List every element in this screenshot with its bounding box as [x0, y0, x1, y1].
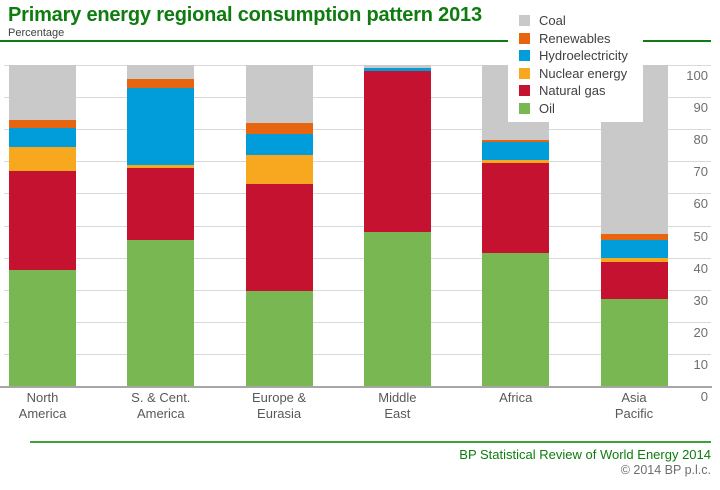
legend-swatch-oil: [519, 102, 530, 114]
y-axis-tick-label: 10: [693, 356, 708, 372]
bar-segment-coal: [9, 65, 76, 120]
bar-segment-oil: [600, 299, 668, 386]
bar-segment-oil: [9, 270, 76, 386]
x-axis-label-africa: Africa: [499, 390, 533, 405]
x-axis-label-north-america: North America: [18, 390, 67, 421]
gridline: [4, 129, 711, 131]
bar-segment-hydroelectricity: [9, 127, 76, 147]
bar-segment-hydroelectricity: [245, 134, 313, 155]
bar-segment-coal: [127, 65, 195, 80]
gridline: [4, 161, 711, 163]
bar-segment-coal: [363, 65, 431, 69]
bar-segment-natural-gas: [9, 170, 76, 271]
bar-segment-hydroelectricity: [482, 142, 550, 160]
x-axis-baseline: [0, 386, 712, 388]
footer-divider: [30, 441, 711, 443]
legend-swatch-nuclear-energy: [519, 67, 530, 79]
bar-segment-natural-gas: [127, 167, 195, 240]
x-axis-label-europe-eurasia: Europe & Eurasia: [251, 390, 307, 421]
bar-segment-natural-gas: [245, 183, 313, 292]
y-axis-tick-label: 40: [693, 260, 708, 276]
y-axis-tick-label: 100: [686, 68, 708, 83]
gridline: [4, 257, 711, 259]
bar-segment-hydroelectricity: [363, 68, 431, 72]
bar-segment-renewables: [245, 122, 313, 134]
bar-segment-renewables: [482, 140, 550, 143]
bar-segment-nuclear-energy: [482, 159, 550, 163]
legend-label-natural-gas: Natural gas: [539, 83, 606, 99]
bar-segment-oil: [363, 231, 431, 386]
legend-item-renewables: Renewables: [519, 30, 643, 48]
bar-segment-oil: [245, 291, 313, 386]
y-axis-tick-label: 30: [693, 292, 708, 308]
gridline: [4, 65, 711, 66]
bar-segment-natural-gas: [363, 71, 431, 232]
x-axis-label-asia-pacific: Asia Pacific: [614, 390, 654, 421]
y-axis-tick-label: 80: [693, 132, 708, 148]
y-axis-tick-label: 20: [693, 324, 708, 340]
legend-item-coal: Coal: [519, 12, 643, 30]
copyright-text: © 2014 BP p.l.c.: [620, 463, 711, 477]
legend-swatch-coal: [519, 15, 530, 27]
gridline: [4, 193, 711, 195]
legend-label-nuclear-energy: Nuclear energy: [539, 65, 628, 81]
gridline: [4, 321, 711, 323]
bar-segment-hydroelectricity: [600, 239, 668, 258]
source-text: BP Statistical Review of World Energy 20…: [459, 447, 711, 462]
bar-segment-natural-gas: [600, 262, 668, 300]
legend-label-coal: Coal: [539, 13, 566, 29]
y-axis-tick-label: 50: [693, 228, 708, 244]
y-axis-tick-label: 70: [693, 164, 708, 180]
legend-label-oil: Oil: [539, 100, 555, 116]
gridline: [4, 225, 711, 227]
y-axis-tick-label: 90: [693, 100, 708, 116]
bar-segment-renewables: [600, 233, 668, 240]
legend-swatch-renewables: [519, 32, 530, 44]
bar-segment-nuclear-energy: [245, 154, 313, 184]
bar-segment-nuclear-energy: [9, 146, 76, 171]
gridline: [4, 289, 711, 291]
legend-item-oil: Oil: [519, 100, 643, 118]
gridline: [4, 97, 711, 99]
bar-segment-hydroelectricity: [127, 88, 195, 166]
chart-subtitle: Percentage: [8, 27, 65, 39]
bar-segment-oil: [127, 239, 195, 386]
x-axis-label-s-cent-america: S. & Cent. America: [131, 390, 191, 421]
legend-swatch-hydroelectricity: [519, 50, 530, 62]
bar-segment-renewables: [9, 119, 76, 128]
bar-segment-oil: [482, 252, 550, 386]
legend-item-hydroelectricity: Hydroelectricity: [519, 47, 643, 65]
legend-item-nuclear-energy: Nuclear energy: [519, 65, 643, 83]
bar-segment-coal: [245, 65, 313, 123]
legend-label-renewables: Renewables: [539, 30, 611, 46]
legend-item-natural-gas: Natural gas: [519, 82, 643, 100]
bar-segment-nuclear-energy: [127, 165, 195, 168]
legend-swatch-natural-gas: [519, 85, 530, 97]
y-axis-tick-label: 0: [700, 389, 708, 404]
header-divider: [0, 40, 711, 42]
chart-title: Primary energy regional consumption patt…: [8, 4, 482, 26]
legend-box: Coal Renewables Hydroelectricity Nuclear en…: [508, 8, 643, 122]
x-axis-label-middle-east: Middle East: [378, 390, 417, 421]
legend-label-hydroelectricity: Hydroelectricity: [539, 48, 628, 64]
bar-segment-nuclear-energy: [600, 257, 668, 263]
gridline: [4, 353, 711, 355]
bar-segment-renewables: [127, 79, 195, 89]
bar-segment-natural-gas: [482, 162, 550, 253]
y-axis-tick-label: 60: [693, 196, 708, 212]
